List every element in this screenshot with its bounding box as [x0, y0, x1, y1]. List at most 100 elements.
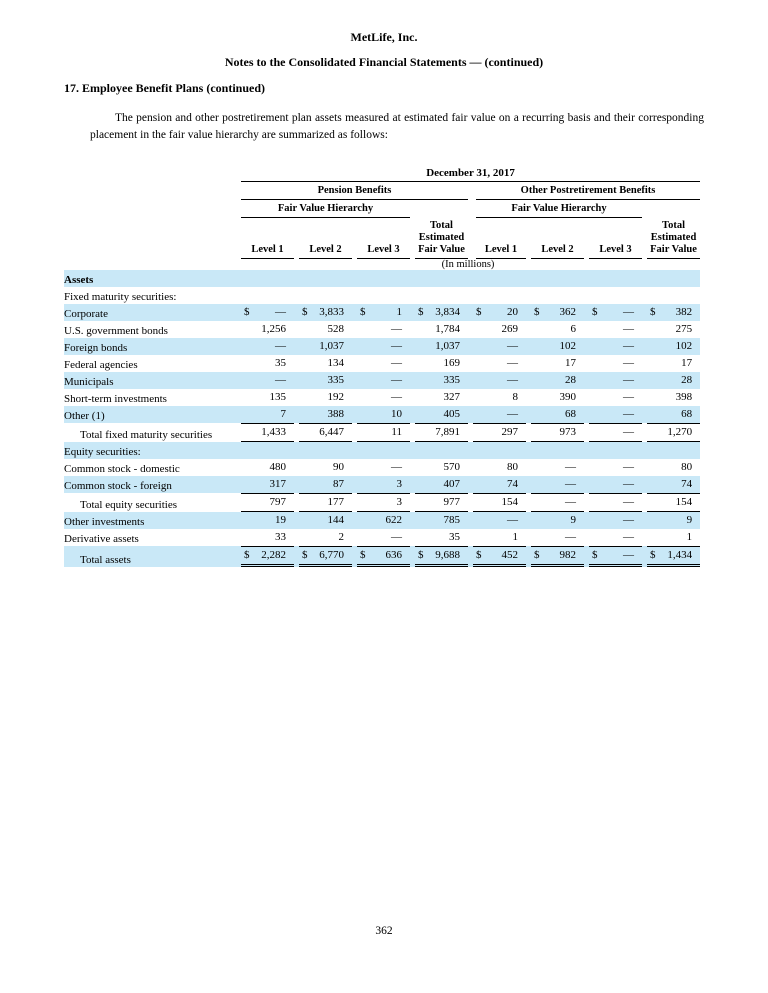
- table-row: Common stock - foreign 317 87 3 407 74 — — 74: [64, 476, 701, 493]
- value-cell: 297: [468, 423, 526, 442]
- subgroup-header-fair-value-hierarchy-opb: Fair Value Hierarchy: [476, 200, 642, 218]
- value-cell: $1: [352, 304, 410, 321]
- column-header-opb-level-1: Level 1: [468, 218, 526, 259]
- header-spacer: [642, 200, 700, 218]
- cell-value: —: [623, 496, 634, 508]
- dollar-sign: $: [476, 549, 482, 561]
- table-row: Common stock - domestic 480 90 — 570 80 — — 80: [64, 459, 700, 476]
- value-cell: —: [584, 338, 642, 355]
- cell-value: 80: [681, 461, 693, 473]
- cell-value: 407: [443, 478, 461, 490]
- dollar-sign: $: [302, 549, 308, 561]
- cell-value: —: [623, 549, 634, 561]
- table-row: Other investments 19 144 622 785 — 9 — 9: [64, 512, 701, 529]
- row-label: Equity securities:: [64, 446, 141, 458]
- cell-value: 9,688: [435, 549, 460, 561]
- cell-value: 982: [559, 549, 577, 561]
- cell-value: 1,037: [319, 340, 344, 352]
- cell-value: 452: [501, 549, 519, 561]
- cell-value: 20: [507, 306, 518, 318]
- value-cell: 390: [526, 389, 584, 406]
- cell-value: 74: [507, 478, 518, 490]
- value-cell: [352, 270, 410, 287]
- value-cell: $6,770: [294, 546, 352, 567]
- cell-value: —: [623, 514, 634, 526]
- table-header-date-row: December 31, 2017: [64, 167, 701, 182]
- value-cell: $ —: [584, 304, 642, 321]
- date-header: December 31, 2017: [241, 167, 701, 182]
- cell-value: 6: [570, 323, 577, 335]
- cell-value: 269: [501, 323, 519, 335]
- value-cell: 169: [410, 355, 468, 372]
- cell-value: 74: [681, 478, 693, 490]
- cell-value: 570: [443, 461, 461, 473]
- dollar-sign: $: [360, 306, 366, 318]
- column-header-opb-level-3: Level 3: [584, 218, 642, 259]
- value-cell: 1,433: [236, 423, 294, 442]
- cell-value: —: [565, 461, 576, 473]
- value-cell: 154: [642, 493, 701, 512]
- cell-value: 7,891: [435, 426, 460, 438]
- page-number: 362: [375, 925, 393, 937]
- cell-value: —: [507, 374, 518, 386]
- value-cell: —: [468, 338, 526, 355]
- value-cell: [410, 442, 468, 459]
- cell-value: 7: [280, 408, 287, 420]
- value-cell: —: [584, 406, 642, 423]
- dollar-sign: $: [650, 306, 656, 318]
- value-cell: —: [352, 389, 410, 406]
- value-cell: 102: [526, 338, 584, 355]
- value-cell: —: [584, 529, 642, 546]
- value-cell: 90: [294, 459, 352, 476]
- value-cell: 528: [294, 321, 352, 338]
- value-cell: 327: [410, 389, 468, 406]
- value-cell: 335: [294, 372, 352, 389]
- cell-value: —: [275, 374, 286, 386]
- cell-value: 335: [443, 374, 461, 386]
- cell-value: 35: [449, 531, 460, 543]
- value-cell: 135: [236, 389, 294, 406]
- cell-value: —: [623, 374, 634, 386]
- value-cell: [352, 442, 410, 459]
- cell-value: 192: [327, 391, 345, 403]
- cell-value: 17: [681, 357, 693, 369]
- cell-value: 390: [559, 391, 577, 403]
- value-cell: 317: [236, 476, 294, 493]
- header-spacer: [64, 200, 236, 218]
- column-header-pension-level-1: Level 1: [236, 218, 294, 259]
- subgroup-header-pension-cell: Fair Value Hierarchy: [236, 200, 410, 218]
- cell-value: —: [391, 357, 402, 369]
- value-cell: [468, 287, 526, 304]
- value-cell: 269: [468, 321, 526, 338]
- cell-value: 35: [275, 357, 286, 369]
- value-cell: —: [352, 321, 410, 338]
- value-cell: [642, 442, 700, 459]
- table-row: Derivative assets 33 2 — 35 1 — — 1: [64, 529, 700, 546]
- row-label: Common stock - domestic: [64, 463, 180, 475]
- value-cell: 11: [352, 423, 410, 442]
- cell-value: 973: [559, 426, 577, 438]
- cell-value: —: [275, 340, 286, 352]
- value-cell: 1: [468, 529, 526, 546]
- group-header-other-postretirement-benefits: Other Postretirement Benefits: [476, 182, 701, 200]
- value-cell: [236, 287, 294, 304]
- cell-value: —: [623, 306, 634, 318]
- value-cell: $9,688: [410, 546, 468, 567]
- row-label: Common stock - foreign: [64, 480, 172, 492]
- cell-value: —: [507, 514, 518, 526]
- cell-value: 1,434: [667, 549, 693, 561]
- value-cell: [468, 442, 526, 459]
- document-subtitle: Notes to the Consolidated Financial Stat…: [224, 55, 544, 69]
- subgroup-header-opb-cell: Fair Value Hierarchy: [468, 200, 642, 218]
- cell-value: 6,447: [319, 426, 344, 438]
- value-cell: [352, 287, 410, 304]
- value-cell: 17: [642, 355, 700, 372]
- row-label: Assets: [64, 274, 94, 286]
- company-title: MetLife, Inc.: [350, 30, 418, 44]
- value-cell: 1,784: [410, 321, 468, 338]
- value-cell: 1,037: [294, 338, 352, 355]
- cell-value: —: [623, 391, 634, 403]
- subgroup-header-fair-value-hierarchy-pension: Fair Value Hierarchy: [241, 200, 410, 218]
- value-cell: —: [468, 512, 526, 529]
